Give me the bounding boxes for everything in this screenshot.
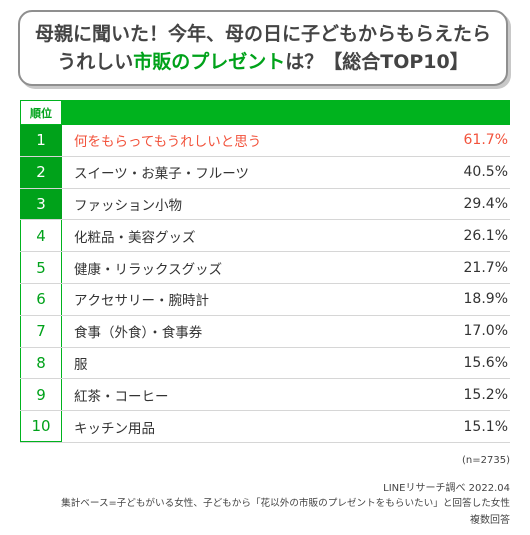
rank-cell: 3 [20,188,62,220]
item-label: 服 [74,356,88,373]
title-box: 母親に聞いた！今年、母の日に子どもからもらえたら うれしい市販のプレゼントは？【… [18,10,508,86]
item-value: 17.0% [463,323,508,340]
item-label: アクセサリー・腕時計 [74,293,209,310]
item-label: 化粧品・美容グッズ [74,229,196,246]
source-note: LINEリサーチ調べ 2022.04 [383,483,510,494]
item-label: 食事（外食）・食事券 [74,325,203,342]
item-label: スイーツ・お菓子・フルーツ [74,166,249,183]
table-header: 順位 [20,100,510,125]
rank-cell: 6 [20,283,62,315]
table-row: 10 キッチン用品 15.1% [20,411,510,443]
table-row: 8 服 15.6% [20,347,510,380]
title-line-2: うれしい市販のプレゼントは？【総合TOP10】 [57,48,469,76]
multiple-answer-note: 複数回答 [470,515,510,526]
rank-cell: 2 [20,156,62,188]
title-suffix: は？【総合TOP10】 [285,51,469,73]
item-value: 29.4% [463,195,508,212]
rank-cell: 1 [20,125,62,156]
table-row: 4 化粧品・美容グッズ 26.1% [20,220,510,253]
table-row: 5 健康・リラックスグッズ 21.7% [20,252,510,284]
item-value: 26.1% [463,227,508,244]
table-row: 3 ファッション小物 29.4% [20,188,510,221]
item-value: 15.1% [463,418,508,435]
item-label: キッチン用品 [74,420,155,437]
rank-header: 順位 [20,100,62,125]
header-bar [62,100,510,125]
item-label: 健康・リラックスグッズ [74,261,223,278]
item-value: 15.2% [463,386,508,403]
table-row: 1 何をもらってもうれしいと思う 61.7% [20,125,510,157]
item-value: 21.7% [463,259,508,276]
rank-cell: 10 [20,411,62,442]
item-value: 40.5% [463,164,508,181]
item-value: 18.9% [463,291,508,308]
rank-cell: 7 [20,315,62,347]
item-label: ファッション小物 [74,197,182,214]
rank-cell: 5 [20,252,62,283]
rank-cell: 8 [20,347,62,379]
item-label: 紅茶・コーヒー [74,388,169,405]
title-accent: 市販のプレゼント [133,51,286,73]
rank-cell: 4 [20,220,62,252]
table-row: 6 アクセサリー・腕時計 18.9% [20,283,510,316]
rank-cell: 9 [20,379,62,411]
table-row: 7 食事（外食）・食事券 17.0% [20,315,510,348]
title-line-1: 母親に聞いた！今年、母の日に子どもからもらえたら [34,23,491,45]
title-prefix: うれしい [57,51,134,73]
sample-size: (n=2735) [462,455,510,466]
table-row: 9 紅茶・コーヒー 15.2% [20,379,510,412]
basis-note: 集計ベース=子どもがいる女性、子どもから「花以外の市販のプレゼントをもらいたい」… [61,498,510,509]
table-row: 2 スイーツ・お菓子・フルーツ 40.5% [20,156,510,189]
item-value: 15.6% [463,354,508,371]
item-label: 何をもらってもうれしいと思う [74,134,262,151]
item-value: 61.7% [463,132,508,149]
ranking-table: 順位 1 何をもらってもうれしいと思う 61.7% 2 スイーツ・お菓子・フルー… [20,100,510,443]
